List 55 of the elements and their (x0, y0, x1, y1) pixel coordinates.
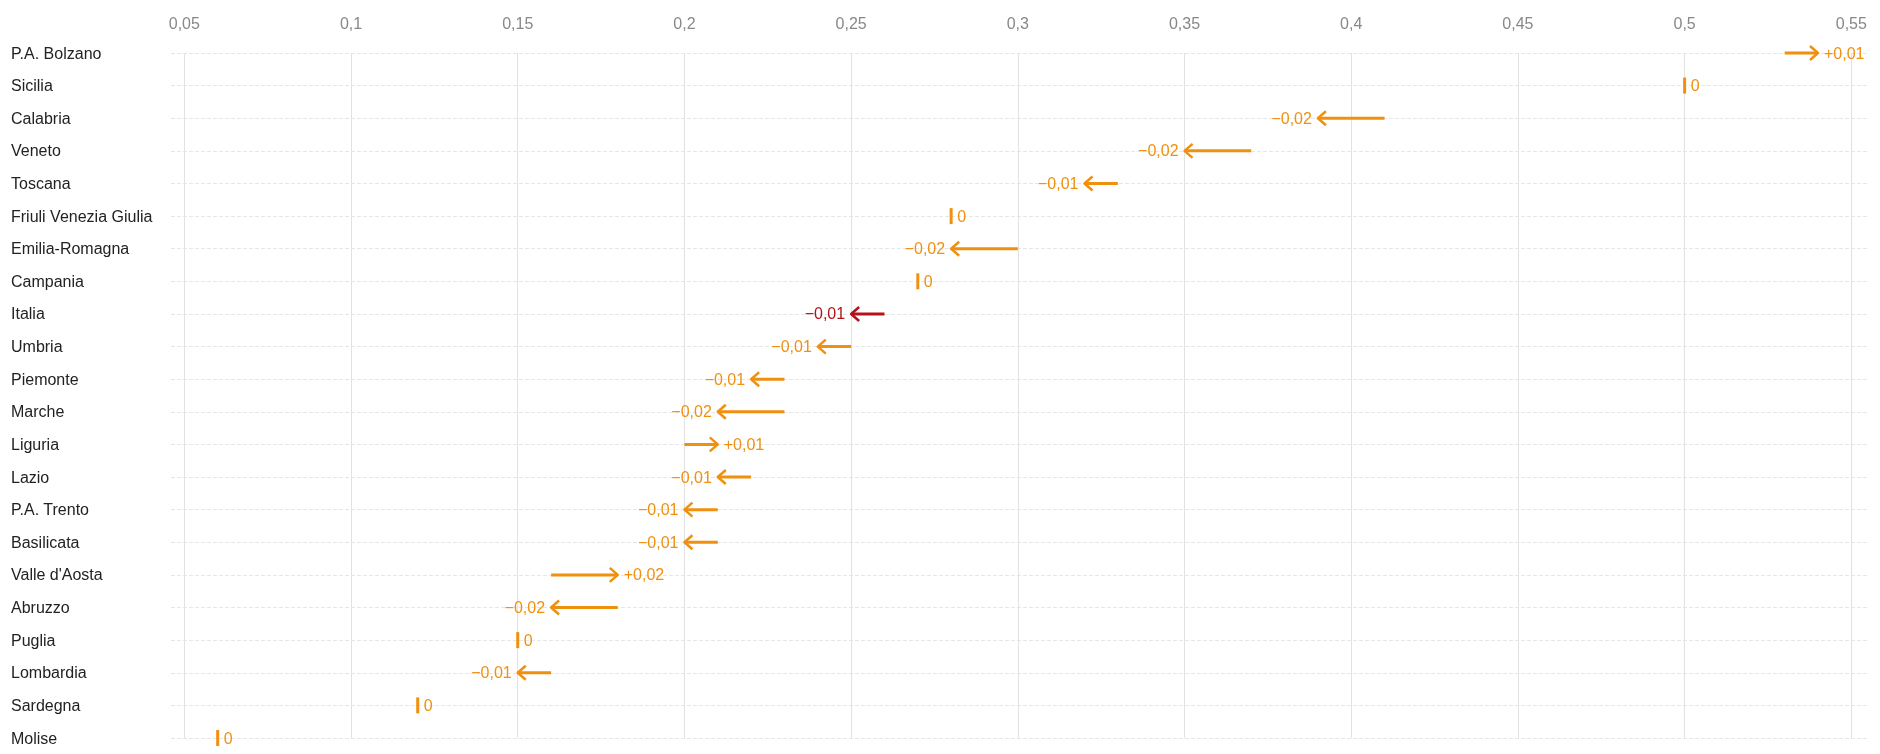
y-tick-label: Valle d'Aosta (11, 566, 103, 584)
y-tick-label: Toscana (11, 174, 71, 192)
y-tick-label: Sicilia (11, 77, 53, 95)
y-tick-label: Lombardia (11, 664, 87, 682)
data-label: 0 (423, 696, 433, 714)
y-tick-label: Piemonte (11, 370, 79, 388)
data-label: −0,01 (1038, 174, 1079, 192)
y-tick-label: Friuli Venezia Giulia (11, 207, 153, 225)
x-tick-label: 0,1 (339, 14, 363, 32)
data-label: −0,01 (637, 501, 679, 519)
y-tick-label: Italia (11, 305, 45, 323)
y-tick-label: Abruzzo (11, 599, 70, 617)
data-label: 0 (957, 207, 967, 225)
y-tick-label: Molise (11, 729, 58, 747)
y-tick-label: Sardegna (11, 696, 81, 714)
data-label: +0,01 (723, 435, 765, 453)
x-tick-label: 0,05 (168, 14, 201, 32)
data-label: 0 (1690, 77, 1700, 95)
y-tick-label: Marche (11, 403, 65, 421)
y-tick-label: Campania (11, 272, 85, 290)
data-label: +0,02 (623, 566, 665, 584)
data-label: −0,02 (671, 403, 712, 421)
data-label: +0,01 (1823, 44, 1865, 62)
y-tick-label: Veneto (11, 142, 61, 160)
x-tick-label: 0,25 (835, 14, 867, 32)
y-tick-label: Liguria (11, 435, 60, 453)
y-tick-label: Umbria (11, 338, 63, 356)
data-label: −0,01 (471, 664, 512, 682)
x-tick-label: 0,55 (1835, 14, 1867, 32)
x-tick-label: 0,3 (1006, 14, 1030, 32)
data-label: −0,01 (771, 338, 812, 356)
data-label: −0,02 (1138, 142, 1179, 160)
x-tick-label: 0,2 (673, 14, 696, 32)
y-tick-label: Calabria (11, 109, 71, 127)
data-label: −0,01 (704, 370, 746, 388)
data-label: −0,02 (1271, 109, 1312, 127)
y-tick-label: P.A. Bolzano (11, 44, 102, 62)
y-tick-label: Emilia-Romagna (11, 240, 130, 258)
data-label: 0 (223, 729, 233, 747)
y-tick-label: P.A. Trento (11, 501, 90, 519)
x-tick-label: 0,5 (1673, 14, 1696, 32)
x-tick-label: 0,4 (1340, 14, 1363, 32)
y-tick-label: Lazio (11, 468, 50, 486)
data-label: −0,02 (504, 599, 546, 617)
y-tick-label: Basilicata (11, 533, 80, 551)
data-label: −0,02 (904, 240, 946, 258)
data-label: 0 (923, 272, 933, 290)
x-tick-label: 0,15 (502, 14, 534, 32)
data-label: −0,01 (804, 305, 846, 323)
data-label: −0,01 (671, 468, 712, 486)
data-label: −0,01 (637, 533, 679, 551)
x-tick-label: 0,35 (1168, 14, 1201, 32)
data-label: 0 (523, 631, 533, 649)
y-tick-label: Puglia (11, 631, 56, 649)
x-tick-label: 0,45 (1502, 14, 1534, 32)
